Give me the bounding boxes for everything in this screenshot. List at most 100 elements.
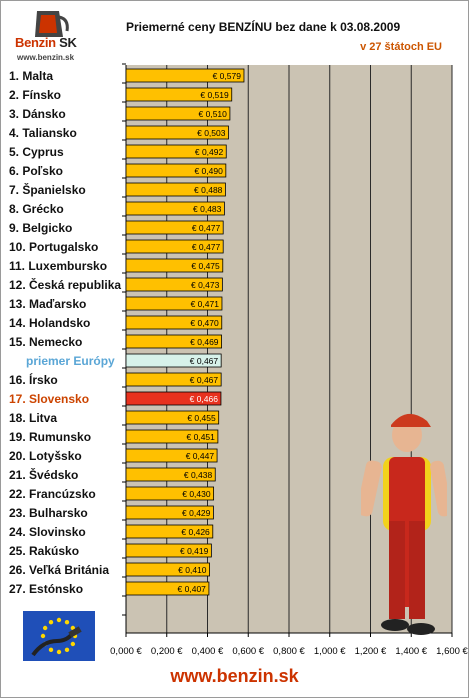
category-label: 25. Rakúsko	[9, 544, 79, 558]
eu-flag-image	[23, 611, 95, 661]
bar-value-label: € 0,430	[182, 489, 211, 499]
category-label: 13. Maďarsko	[9, 297, 86, 311]
flag-star	[56, 617, 62, 623]
benzin-logo	[35, 11, 69, 37]
bar-value-label: € 0,407	[178, 584, 207, 594]
bar	[125, 163, 227, 178]
category-label: 16. Írsko	[9, 372, 58, 387]
bar	[125, 201, 225, 216]
x-tick-label: 1,600 €	[436, 646, 468, 657]
bar-value-label: € 0,455	[187, 413, 216, 423]
bar-value-label: € 0,475	[191, 261, 220, 271]
bar-value-label: € 0,510	[199, 109, 228, 119]
bar	[125, 334, 222, 349]
category-label: 27. Estónsko	[9, 582, 83, 596]
x-tick-label: 0,800 €	[273, 646, 305, 657]
x-tick-label: 0,000 €	[110, 646, 142, 657]
bar	[125, 258, 224, 273]
bar-value-label: € 0,429	[182, 508, 211, 518]
bar	[125, 448, 218, 463]
category-label: 14. Holandsko	[9, 316, 90, 330]
flag-star	[56, 649, 62, 655]
chart-title: Priemerné ceny BENZÍNU bez dane k 03.08.…	[126, 20, 401, 34]
bar	[125, 106, 231, 121]
logo-url: www.benzin.sk	[17, 53, 75, 62]
bar-value-label: € 0,410	[178, 565, 207, 575]
bar-value-label: € 0,426	[181, 527, 210, 537]
category-label: 4. Taliansko	[9, 126, 77, 140]
flag-star	[70, 625, 76, 631]
category-label: 20. Lotyšsko	[9, 449, 82, 463]
bar	[125, 486, 215, 501]
bar-value-label: € 0,488	[194, 185, 223, 195]
bar-value-label: € 0,438	[184, 470, 213, 480]
bar-value-label: € 0,467	[190, 356, 219, 366]
bar-value-label: € 0,492	[195, 147, 224, 157]
bar	[125, 144, 227, 159]
bar-value-label: € 0,579	[213, 71, 242, 81]
bar	[125, 87, 233, 102]
category-label: 15. Nemecko	[9, 335, 82, 349]
bar-value-label: € 0,477	[192, 223, 221, 233]
category-label: 10. Portugalsko	[9, 240, 98, 254]
x-tick-label: 1,200 €	[355, 646, 387, 657]
bar	[125, 543, 212, 558]
logo-brand: Benzin SK	[15, 35, 77, 50]
category-label: 22. Francúzsko	[9, 487, 96, 501]
category-label: 18. Litva	[9, 411, 57, 425]
bar-value-label: € 0,470	[190, 318, 219, 328]
category-label: 19. Rumunsko	[9, 430, 91, 444]
flag-star	[48, 619, 54, 625]
x-tick-label: 0,200 €	[151, 646, 183, 657]
bar	[125, 125, 229, 140]
bar	[125, 391, 222, 406]
logo-brand-text: Benzin	[15, 35, 56, 50]
bar	[125, 467, 216, 482]
category-label: 1. Malta	[9, 69, 53, 83]
flag-star	[64, 647, 70, 653]
category-label: 24. Slovinsko	[9, 525, 86, 539]
bar	[125, 524, 214, 539]
chart-subtitle: v 27 štátoch EU	[360, 41, 442, 53]
bar	[125, 68, 245, 83]
category-label: 7. Španielsko	[9, 182, 86, 197]
category-label: 5. Cyprus	[9, 145, 64, 159]
x-tick-label: 1,400 €	[395, 646, 427, 657]
bar-value-label: € 0,503	[197, 128, 226, 138]
category-label: 12. Česká republika	[9, 277, 121, 292]
bar	[125, 182, 226, 197]
bar	[125, 239, 224, 254]
bar	[125, 353, 222, 368]
category-label: 9. Belgicko	[9, 221, 72, 235]
footer-url: www.benzin.sk	[170, 666, 299, 686]
category-label: 8. Grécko	[9, 202, 64, 216]
category-label: 11. Luxembursko	[9, 259, 107, 273]
bar-value-label: € 0,519	[200, 90, 229, 100]
gas-station-worker-figure	[361, 413, 447, 635]
category-label: 6. Poľsko	[9, 164, 63, 178]
bar-value-label: € 0,451	[187, 432, 216, 442]
bar-value-label: € 0,483	[193, 204, 222, 214]
bar	[125, 505, 214, 520]
bar-value-label: € 0,473	[191, 280, 220, 290]
flag-star	[64, 619, 70, 625]
bar-value-label: € 0,447	[186, 451, 215, 461]
bar-value-label: € 0,467	[190, 375, 219, 385]
bar	[125, 410, 220, 425]
x-tick-label: 1,000 €	[314, 646, 346, 657]
category-label: priemer Európy	[26, 354, 115, 368]
bar-value-label: € 0,477	[192, 242, 221, 252]
bar-value-label: € 0,471	[191, 299, 220, 309]
logo-suffix: SK	[59, 35, 77, 50]
category-label: 2. Fínsko	[9, 88, 61, 102]
category-label: 21. Švédsko	[9, 467, 78, 482]
bar-value-label: € 0,466	[190, 394, 219, 404]
bar	[125, 581, 210, 596]
bar-value-label: € 0,490	[194, 166, 223, 176]
x-tick-label: 0,400 €	[192, 646, 224, 657]
bar	[125, 296, 223, 311]
flag-star	[42, 625, 48, 631]
category-label: 23. Bulharsko	[9, 506, 88, 520]
